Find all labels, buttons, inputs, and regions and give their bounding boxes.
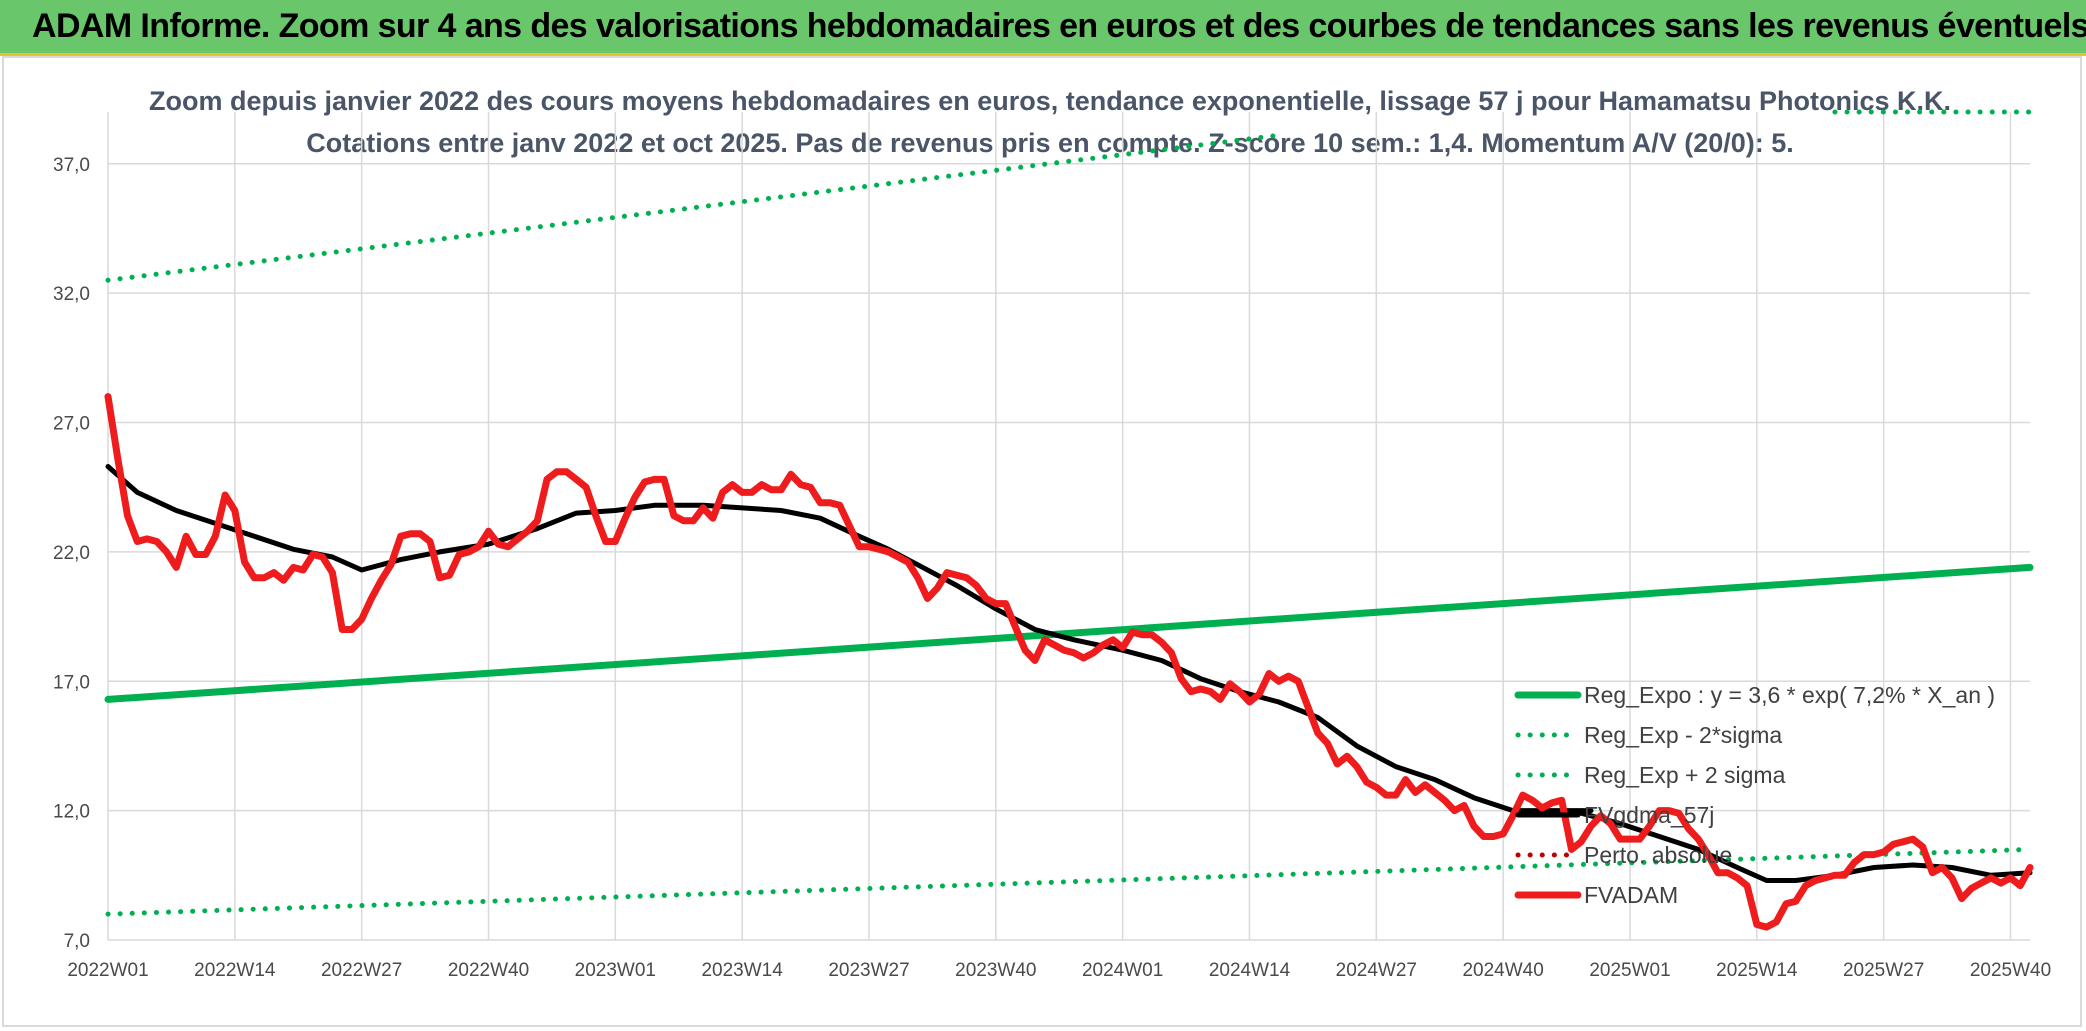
series-line-fvgdma-57j-part-2 [1578, 810, 2033, 883]
x-tick-label: 2023W40 [955, 960, 1036, 981]
x-tick-label: 2025W01 [1589, 960, 1670, 981]
series-line-fvadam [104, 393, 2034, 931]
legend-label: Perto. absolue [1584, 842, 1732, 868]
x-tick-label: 2022W01 [67, 960, 148, 981]
y-tick-label: 37,0 [53, 155, 90, 176]
y-tick-label: 7,0 [64, 931, 90, 952]
legend: Reg_Expo : y = 3,6 * exp( 7,2% * X_an ) R… [1514, 682, 1995, 908]
axes: 7,0 12,0 17,0 22,0 27,0 32,0 37,0 2022W01 2022W1… [53, 155, 2051, 981]
x-tick-label: 2024W40 [1462, 960, 1543, 981]
x-tick-label: 2023W27 [828, 960, 909, 981]
legend-label: Reg_Exp + 2 sigma [1584, 762, 1786, 788]
series-group [104, 109, 2034, 931]
report-banner: ADAM Informe. Zoom sur 4 ans des valoris… [0, 0, 2086, 56]
y-tick-label: 17,0 [53, 672, 90, 693]
legend-label: FVgdma_57j [1584, 802, 1714, 828]
legend-label: Reg_Expo : y = 3,6 * exp( 7,2% * X_an ) [1584, 682, 1995, 708]
y-tick-label: 22,0 [53, 543, 90, 564]
series-line-reg-expo-y-3-6-exp-7-2-x-an [104, 563, 2034, 703]
x-tick-label: 2023W14 [701, 960, 783, 981]
grid [107, 112, 2030, 941]
x-tick-label: 2024W14 [1209, 960, 1291, 981]
chart-title-line-1: Zoom depuis janvier 2022 des cours moyen… [149, 86, 1951, 116]
chart-frame [2, 56, 2082, 1027]
report-title: ADAM Informe. Zoom sur 4 ans des valoris… [32, 7, 2086, 45]
x-tick-label: 2022W14 [194, 960, 276, 981]
x-tick-label: 2025W14 [1716, 960, 1798, 981]
y-tick-label: 12,0 [53, 802, 90, 823]
x-tick-label: 2025W27 [1843, 960, 1924, 981]
x-tick-label: 2022W27 [321, 960, 402, 981]
x-tick-label: 2023W01 [575, 960, 656, 981]
y-tick-label: 32,0 [53, 284, 90, 305]
x-tick-label: 2025W40 [1970, 960, 2051, 981]
y-tick-label: 27,0 [53, 414, 90, 435]
x-tick-label: 2022W40 [448, 960, 529, 981]
x-tick-label: 2024W01 [1082, 960, 1163, 981]
series-line-fvgdma-57j [105, 464, 1594, 814]
x-tick-label: 2024W27 [1336, 960, 1417, 981]
legend-label: Reg_Exp - 2*sigma [1584, 722, 1782, 748]
chart-title-line-2: Cotations entre janv 2022 et oct 2025. P… [306, 128, 1794, 158]
legend-label: FVADAM [1584, 882, 1678, 908]
